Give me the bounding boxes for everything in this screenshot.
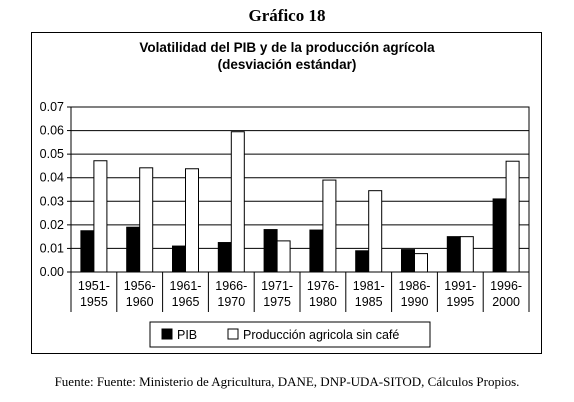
y-tick-label: 0.03 — [40, 194, 64, 208]
chart-frame — [31, 32, 542, 354]
bar-produccion — [230, 131, 245, 273]
bar-produccion — [459, 236, 474, 273]
x-tick-label: 1960 — [126, 295, 154, 309]
x-tick-label: 1990 — [401, 295, 429, 309]
x-tick-label: 1985 — [355, 295, 383, 309]
x-tick-label: 1975 — [263, 295, 291, 309]
bar-pib — [492, 198, 507, 273]
x-tick-label: 1996- — [490, 279, 522, 293]
bar-produccion — [505, 160, 520, 273]
source-note: Fuente: Fuente: Ministerio de Agricultur… — [54, 374, 520, 389]
bar-pib — [126, 226, 141, 273]
bar-pib — [309, 229, 324, 273]
bar-produccion — [368, 190, 383, 273]
bar-produccion — [414, 253, 428, 273]
figure-heading: Gráfico 18 — [248, 6, 326, 25]
x-tick-label: 1995 — [446, 295, 474, 309]
x-tick-label: 1971- — [261, 279, 293, 293]
bar-produccion — [93, 160, 108, 273]
y-tick-label: 0.00 — [40, 265, 64, 279]
bar-pib — [80, 230, 95, 273]
legend-swatch — [161, 328, 173, 340]
bar-pib — [263, 229, 278, 273]
y-tick-label: 0.02 — [40, 218, 64, 232]
y-tick-label: 0.05 — [40, 147, 64, 161]
legend-label: PIB — [177, 328, 197, 342]
bar-pib — [172, 245, 186, 273]
chart-title-line-1: Volatilidad del PIB y de la producción a… — [139, 40, 435, 55]
chart-legend: PIB Producción agricola sin café — [149, 321, 431, 348]
chart-title-line-2: (desviación estándar) — [218, 57, 357, 72]
x-tick-label: 2000 — [492, 295, 520, 309]
y-tick-label: 0.01 — [40, 241, 64, 255]
x-tick-label: 1976- — [307, 279, 339, 293]
y-tick-label: 0.06 — [40, 124, 64, 138]
x-tick-label: 1956- — [124, 279, 156, 293]
bar-pib — [217, 242, 232, 273]
x-tick-label: 1991- — [444, 279, 476, 293]
bar-produccion — [276, 240, 291, 273]
bar-pib — [446, 236, 461, 273]
x-tick-label: 1980 — [309, 295, 337, 309]
x-tick-label: 1986- — [399, 279, 431, 293]
legend-label: Producción agricola sin café — [243, 328, 399, 342]
x-tick-label: 1961- — [170, 279, 202, 293]
y-tick-label: 0.07 — [40, 100, 64, 114]
x-tick-label: 1970 — [217, 295, 245, 309]
bar-produccion — [322, 179, 337, 273]
x-tick-label: 1951- — [78, 279, 110, 293]
bar-produccion — [185, 168, 199, 273]
x-tick-label: 1965 — [172, 295, 200, 309]
bar-produccion — [139, 167, 154, 273]
bar-pib — [355, 250, 370, 273]
x-tick-label: 1955 — [80, 295, 108, 309]
legend-box — [149, 321, 431, 348]
x-tick-label: 1981- — [353, 279, 385, 293]
x-tick-label: 1966- — [215, 279, 247, 293]
legend-swatch — [227, 328, 239, 340]
y-tick-label: 0.04 — [40, 171, 64, 185]
bar-pib — [401, 249, 415, 273]
